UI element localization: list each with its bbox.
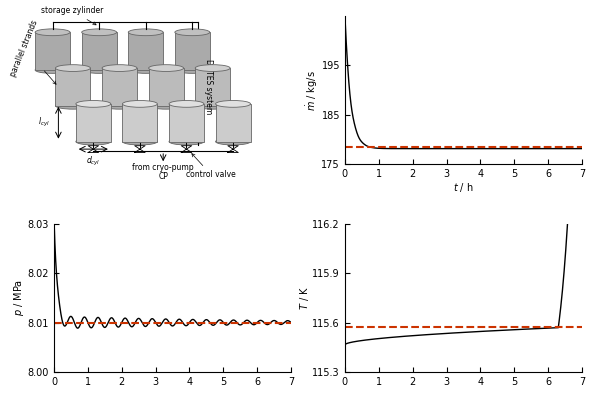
Ellipse shape: [215, 100, 251, 107]
Ellipse shape: [102, 65, 137, 72]
Ellipse shape: [35, 29, 70, 36]
Bar: [102, 68, 137, 106]
Ellipse shape: [82, 66, 116, 73]
Ellipse shape: [175, 66, 210, 73]
Text: parallel strands: parallel strands: [9, 18, 56, 84]
Ellipse shape: [102, 102, 137, 109]
Text: from cryo-pump: from cryo-pump: [133, 163, 194, 172]
Ellipse shape: [169, 138, 204, 145]
Y-axis label: $\dot{m}$ / kg/s: $\dot{m}$ / kg/s: [305, 70, 320, 111]
Text: $l_{cyl}$: $l_{cyl}$: [38, 116, 50, 129]
Text: CP: CP: [158, 172, 168, 181]
Bar: [175, 32, 210, 70]
Y-axis label: $p$ / MPa: $p$ / MPa: [12, 279, 26, 316]
Ellipse shape: [35, 66, 70, 73]
Bar: [149, 68, 184, 106]
Ellipse shape: [55, 102, 91, 109]
Bar: [76, 104, 111, 142]
Bar: [215, 104, 251, 142]
Ellipse shape: [76, 100, 111, 107]
Bar: [128, 32, 163, 70]
Text: control valve: control valve: [187, 154, 236, 179]
Text: storage zylinder: storage zylinder: [41, 6, 103, 25]
Ellipse shape: [149, 65, 184, 72]
Bar: [169, 104, 204, 142]
Bar: [82, 32, 116, 70]
Bar: [122, 104, 157, 142]
Bar: [35, 32, 70, 70]
X-axis label: $t$ / h: $t$ / h: [453, 181, 474, 194]
Ellipse shape: [82, 29, 116, 36]
Ellipse shape: [175, 29, 210, 36]
Ellipse shape: [149, 102, 184, 109]
Ellipse shape: [122, 100, 157, 107]
Text: DCTES system: DCTES system: [204, 59, 213, 114]
Bar: [55, 68, 91, 106]
Ellipse shape: [55, 65, 91, 72]
Ellipse shape: [76, 138, 111, 145]
Ellipse shape: [128, 66, 163, 73]
Ellipse shape: [122, 138, 157, 145]
Ellipse shape: [195, 65, 230, 72]
Ellipse shape: [169, 100, 204, 107]
Ellipse shape: [215, 138, 251, 145]
Text: $d_{cyl}$: $d_{cyl}$: [86, 155, 101, 168]
Ellipse shape: [128, 29, 163, 36]
Y-axis label: $T$ / K: $T$ / K: [298, 286, 311, 310]
Bar: [195, 68, 230, 106]
Ellipse shape: [195, 102, 230, 109]
